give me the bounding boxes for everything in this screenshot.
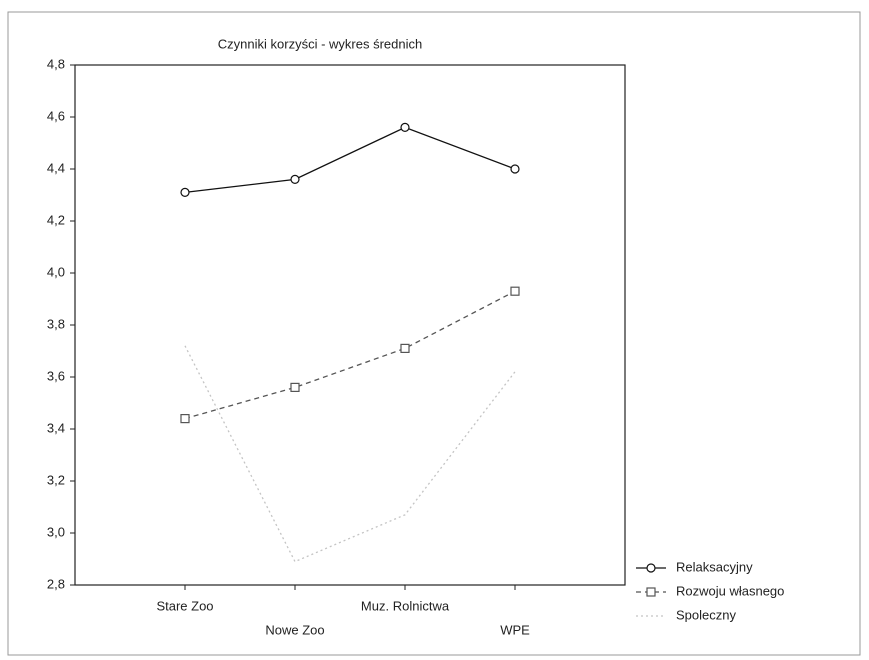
y-tick-label: 3,4 bbox=[47, 420, 65, 435]
x-tick-label: WPE bbox=[500, 622, 530, 637]
point bbox=[290, 382, 300, 392]
y-tick-label: 4,2 bbox=[47, 212, 65, 227]
legend-label: Rozwoju własnego bbox=[676, 583, 784, 598]
point bbox=[290, 174, 300, 184]
point bbox=[180, 414, 190, 424]
y-tick-label: 3,2 bbox=[47, 472, 65, 487]
point bbox=[510, 286, 520, 296]
point bbox=[180, 187, 190, 197]
legend-label: Relaksacyjny bbox=[676, 559, 753, 574]
y-tick-label: 4,4 bbox=[47, 160, 65, 175]
point bbox=[646, 563, 656, 573]
y-tick-label: 4,6 bbox=[47, 108, 65, 123]
plot-frame bbox=[74, 64, 626, 586]
point bbox=[646, 587, 656, 597]
point bbox=[510, 164, 520, 174]
y-tick-label: 4,8 bbox=[47, 56, 65, 71]
scan-frame bbox=[7, 11, 861, 656]
y-tick-label: 2,8 bbox=[47, 576, 65, 591]
y-tick-label: 3,0 bbox=[47, 524, 65, 539]
series-line bbox=[184, 126, 516, 194]
x-tick-label: Nowe Zoo bbox=[265, 622, 324, 637]
y-tick-label: 4,0 bbox=[47, 264, 65, 279]
y-tick-label: 3,6 bbox=[47, 368, 65, 383]
x-tick-label: Muz. Rolnictwa bbox=[361, 598, 450, 613]
legend-label: Spoleczny bbox=[676, 607, 736, 622]
point bbox=[400, 122, 410, 133]
y-tick-label: 3,8 bbox=[47, 316, 65, 331]
chart-title: Czynniki korzyści - wykres średnich bbox=[218, 36, 422, 51]
point bbox=[400, 343, 410, 353]
series-line bbox=[184, 345, 516, 563]
series-line bbox=[184, 290, 516, 420]
x-tick-label: Stare Zoo bbox=[156, 598, 213, 613]
